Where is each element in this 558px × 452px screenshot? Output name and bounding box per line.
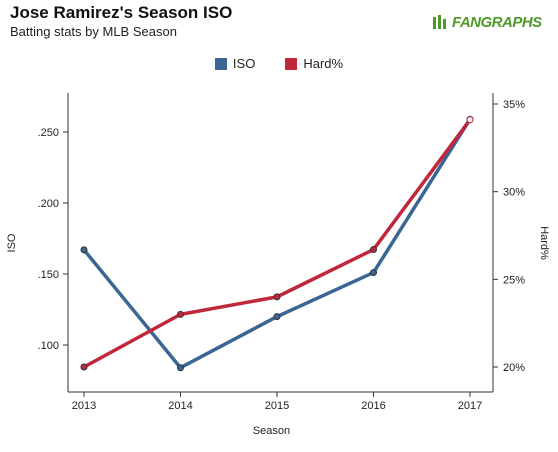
y-right-tick-label: 25% <box>503 274 525 286</box>
x-tick-label: 2015 <box>265 400 289 412</box>
y-right-tick-label: 20% <box>503 362 525 374</box>
x-tick-label: 2016 <box>361 400 385 412</box>
data-point-hard <box>177 310 184 318</box>
series-line-iso <box>82 118 472 370</box>
legend-swatch-iso <box>214 57 227 70</box>
data-point-hard <box>273 293 281 301</box>
chart-legend: ISO Hard% <box>0 56 558 71</box>
y-right-axis-title: Hard% <box>538 226 550 260</box>
legend-item-iso: ISO <box>214 56 256 71</box>
data-point-iso <box>370 269 377 277</box>
legend-item-hard: Hard% <box>285 56 343 71</box>
fangraphs-logo: FANGRAPHS <box>432 13 542 31</box>
x-tick-label: 2017 <box>458 400 482 412</box>
data-point-hard <box>80 363 88 371</box>
x-tick-label: 2014 <box>168 400 192 412</box>
data-point-hard <box>466 116 474 124</box>
data-point-iso <box>177 364 184 372</box>
logo-text: FANGRAPHS <box>452 13 542 31</box>
y-left-tick-label: .150 <box>38 269 59 281</box>
x-axis-title: Season <box>253 425 290 437</box>
y-left-axis-title: ISO <box>6 233 18 252</box>
y-left-tick-label: .100 <box>38 340 59 352</box>
y-left-tick-label: .250 <box>38 127 59 139</box>
data-point-iso <box>80 246 88 254</box>
legend-swatch-hard <box>285 57 298 70</box>
legend-label-iso: ISO <box>232 56 256 71</box>
x-tick-label: 2013 <box>72 400 96 412</box>
series-line-hard <box>83 118 472 369</box>
legend-label-hard: Hard% <box>303 56 344 71</box>
y-right-tick-label: 30% <box>503 187 525 199</box>
y-left-tick-label: .200 <box>38 198 59 210</box>
chart-subtitle: Batting stats by MLB Season <box>10 24 177 39</box>
y-right-tick-label: 35% <box>503 99 525 111</box>
chart-title: Jose Ramirez's Season ISO <box>10 3 233 22</box>
data-point-hard <box>370 246 377 254</box>
data-point-iso <box>273 313 281 321</box>
fangraphs-logo-icon <box>433 15 446 29</box>
